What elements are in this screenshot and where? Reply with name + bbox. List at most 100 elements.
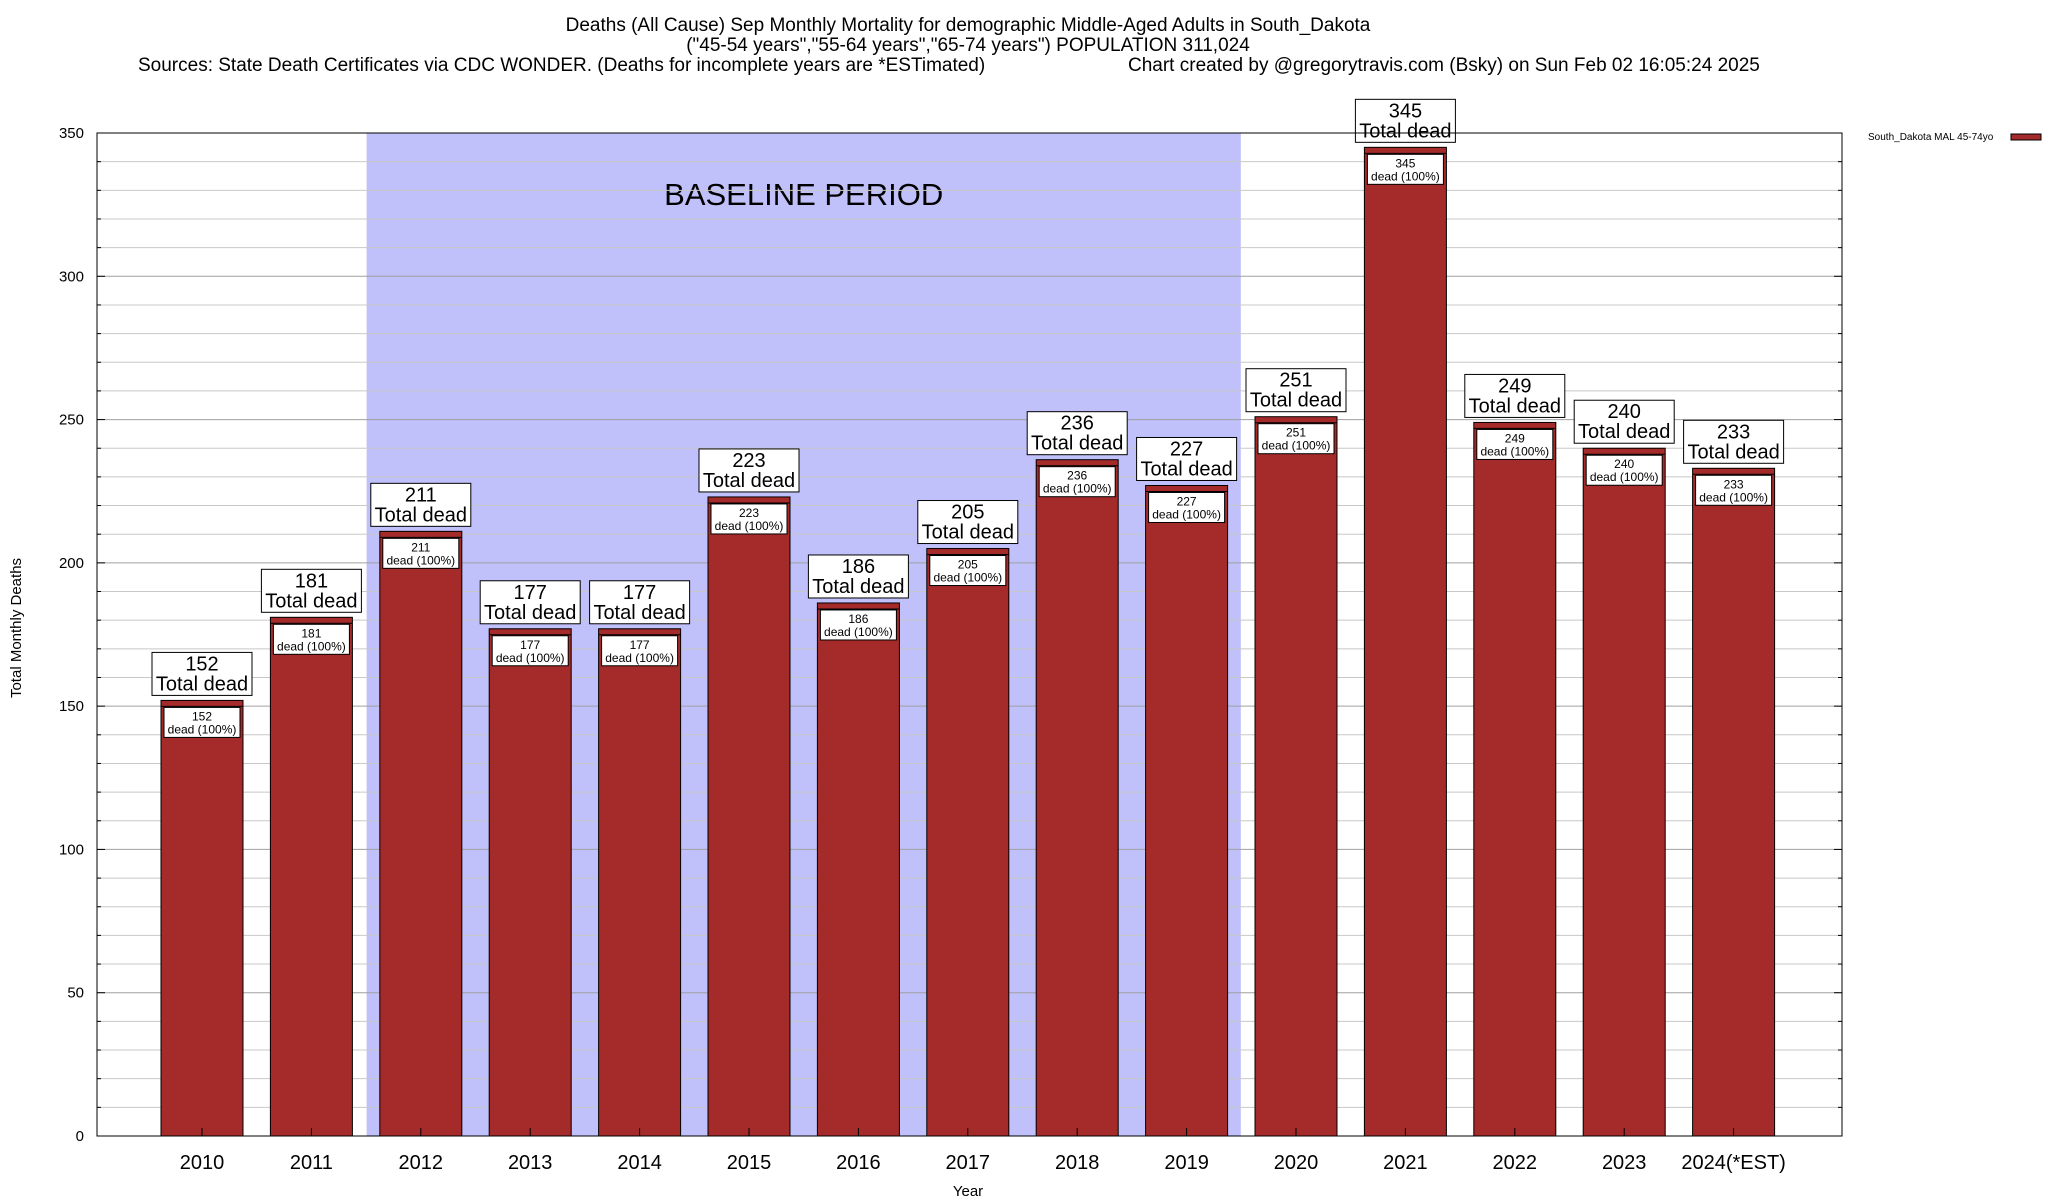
inner-label-text: dead (100%) <box>605 651 674 665</box>
bar-2022 <box>1473 421 1557 1137</box>
top-label-box <box>698 448 800 493</box>
top-label-text: Total dead <box>1469 395 1561 417</box>
top-label-text: Total dead <box>922 522 1014 544</box>
inner-label-box <box>601 635 679 667</box>
inner-label-box <box>1695 474 1773 506</box>
top-label-value: 240 <box>1608 401 1641 423</box>
top-label-text: Total dead <box>1578 421 1670 443</box>
inner-label-text: dead (100%) <box>1262 439 1331 453</box>
y-tick-label: 200 <box>59 555 84 572</box>
x-tick-label: 2023 <box>1602 1152 1647 1174</box>
inner-label-value: 233 <box>1724 477 1744 491</box>
bar-2018 <box>1035 459 1119 1137</box>
inner-label-text: dead (100%) <box>1371 169 1440 183</box>
bar-2012 <box>379 530 463 1137</box>
inner-label-value: 177 <box>520 638 540 652</box>
inner-label-text: dead (100%) <box>277 639 346 653</box>
inner-label-box <box>163 706 241 738</box>
x-tick-label: 2024(*EST) <box>1681 1152 1786 1174</box>
inner-label-value: 223 <box>739 506 759 520</box>
inner-label-box <box>1038 466 1116 498</box>
bars <box>160 146 1776 1137</box>
x-tick-label: 2022 <box>1493 1152 1538 1174</box>
top-label-text: Total dead <box>1359 120 1451 142</box>
top-label-text: Total dead <box>1031 433 1123 455</box>
bar-2016 <box>816 602 900 1137</box>
inner-label-value: 236 <box>1067 469 1087 483</box>
x-tick-label: 2019 <box>1164 1152 1209 1174</box>
top-label-text: Total dead <box>1140 458 1232 480</box>
inner-label-box <box>1257 423 1335 455</box>
inner-label-value: 249 <box>1505 431 1525 445</box>
y-tick-label: 150 <box>59 698 84 715</box>
top-label-text: Total dead <box>484 602 576 624</box>
top-label-box <box>589 580 691 625</box>
top-label-value: 233 <box>1717 421 1750 443</box>
axes: 0 50 100 150 200 250 300 350 2010 2011 2012 2013 201… <box>59 125 1843 1174</box>
chart-sources-text: Sources: State Death Certificates via CD… <box>138 55 985 76</box>
top-label-text: Total dead <box>156 673 248 695</box>
chart-title-line-1: Deaths (All Cause) Sep Monthly Mortality… <box>566 15 1371 36</box>
inner-label-text: dead (100%) <box>1699 490 1768 504</box>
top-label-box <box>479 580 581 625</box>
top-label-value: 205 <box>951 502 984 524</box>
top-label-value: 181 <box>295 570 328 592</box>
top-label-box <box>151 651 253 696</box>
inner-label-box <box>1476 428 1554 460</box>
chart-title-line-2: ("45-54 years","55-64 years","65-74 year… <box>686 35 1250 56</box>
inner-label-text: dead (100%) <box>1043 482 1112 496</box>
inner-label-text: dead (100%) <box>168 722 237 736</box>
inner-label-box <box>710 503 788 535</box>
inner-label-text: dead (100%) <box>824 625 893 639</box>
top-label-value: 177 <box>623 582 656 604</box>
inner-label-value: 251 <box>1286 426 1306 440</box>
y-tick-label: 250 <box>59 412 84 429</box>
top-label-box <box>1245 368 1347 413</box>
bar-2019 <box>1145 484 1229 1137</box>
inner-label-value: 177 <box>630 638 650 652</box>
inner-label-value: 186 <box>848 612 868 626</box>
top-label-text: Total dead <box>375 504 467 526</box>
legend-swatch <box>2010 133 2042 141</box>
baseline-region-label: BASELINE PERIOD <box>664 177 943 212</box>
inner-label-text: dead (100%) <box>1152 507 1221 521</box>
x-tick-label: 2011 <box>290 1152 333 1174</box>
inner-label-box <box>491 635 569 667</box>
top-label-text: Total dead <box>812 576 904 598</box>
inner-label-value: 181 <box>301 626 321 640</box>
inner-label-box <box>929 555 1007 587</box>
inner-label-box <box>1585 454 1663 486</box>
x-tick-label: 2010 <box>180 1152 225 1174</box>
inner-label-value: 240 <box>1614 457 1634 471</box>
x-tick-label: 2014 <box>617 1152 662 1174</box>
inner-label-value: 152 <box>192 709 212 723</box>
bar-2020 <box>1254 416 1338 1137</box>
top-label-box <box>917 500 1019 545</box>
top-label-value: 211 <box>405 484 437 506</box>
y-tick-label: 300 <box>59 268 84 285</box>
bar-2011 <box>269 616 353 1137</box>
x-tick-label: 2020 <box>1274 1152 1319 1174</box>
bar-2010 <box>160 699 244 1137</box>
top-label-box <box>260 568 362 613</box>
top-label-box <box>1354 98 1456 143</box>
top-label-box <box>1136 436 1238 481</box>
top-label-text: Total dead <box>1687 441 1779 463</box>
bar-2024(*EST) <box>1692 467 1776 1137</box>
bar-2013 <box>488 628 572 1137</box>
y-tick-label: 50 <box>67 985 84 1002</box>
x-tick-label: 2015 <box>727 1152 772 1174</box>
top-label-text: Total dead <box>703 470 795 492</box>
bar-2023 <box>1582 447 1666 1137</box>
legend: South_Dakota MAL 45-74yo <box>1868 132 2042 143</box>
inner-label-value: 211 <box>411 540 430 554</box>
inner-label-text: dead (100%) <box>496 651 565 665</box>
inner-label-text: dead (100%) <box>1480 444 1549 458</box>
bar-2017 <box>926 548 1010 1137</box>
inner-label-text: dead (100%) <box>1590 470 1659 484</box>
inner-label-text: dead (100%) <box>386 553 455 567</box>
plot-frame <box>96 132 1843 1137</box>
inner-label-box <box>1148 491 1226 523</box>
top-label-value: 223 <box>732 450 765 472</box>
